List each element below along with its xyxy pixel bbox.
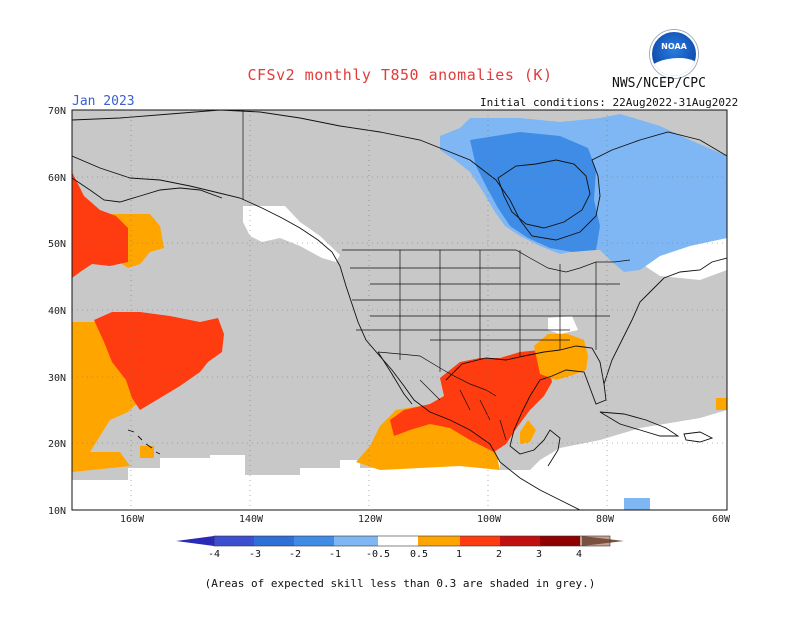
- white-region-bc: [243, 206, 340, 262]
- colorbar-segment: [378, 536, 418, 546]
- lat-label: 30N: [48, 373, 66, 384]
- lon-label: 60W: [712, 514, 731, 525]
- map-title: CFSv2 monthly T850 anomalies (K): [247, 66, 553, 84]
- noaa-logo: NOAA: [650, 30, 698, 78]
- colorbar-label: -3: [249, 549, 261, 560]
- org-label: NWS/NCEP/CPC: [612, 76, 706, 91]
- hudson-bay-outline: [497, 159, 591, 229]
- hispaniola-island: [683, 431, 714, 443]
- cuba-island: [599, 411, 680, 437]
- lat-label: 70N: [48, 106, 66, 117]
- white-region-gulf: [548, 316, 578, 334]
- us-east-coast: [603, 257, 727, 385]
- us-mexico-border: [377, 351, 497, 397]
- white-region-atlantic: [630, 238, 727, 280]
- colorbar-label: -0.5: [366, 549, 390, 560]
- colorbar-label: -4: [208, 549, 220, 560]
- colorbar-label: 1: [456, 549, 462, 560]
- lon-label: 100W: [477, 514, 502, 525]
- lat-label: 20N: [48, 439, 66, 450]
- initial-conditions: Initial conditions: 22Aug2022-31Aug2022: [480, 96, 739, 109]
- subtropical-pacific-red: [94, 312, 224, 410]
- north-american-west-coast: [72, 155, 581, 510]
- lon-axis: 160W 140W 120W 100W 80W 60W: [120, 514, 731, 525]
- political-borders: [242, 110, 631, 441]
- north-pacific-red: [72, 172, 128, 278]
- forecast-month: Jan 2023: [72, 94, 135, 109]
- colorbar-segment: [334, 536, 378, 546]
- canada-arctic-coast: [72, 110, 727, 241]
- gulf-of-mexico-coast: [445, 345, 607, 467]
- colorbar-label: 0.5: [410, 549, 428, 560]
- colorbar-left-arrow: [176, 536, 214, 546]
- logo-wave: [652, 58, 696, 76]
- grey-shading-footnote: (Areas of expected skill less than 0.3 a…: [204, 577, 596, 590]
- alaska-coast: [72, 177, 223, 203]
- lat-label: 40N: [48, 306, 66, 317]
- colorbar-label: -1: [329, 549, 341, 560]
- map-area: [72, 110, 727, 510]
- graticule: [72, 110, 727, 510]
- atlantic-small-orange: [716, 398, 727, 410]
- us-state-grid: [350, 250, 620, 372]
- lat-label: 50N: [48, 239, 66, 250]
- lon-label: 160W: [120, 514, 145, 525]
- colorbar-segment: [254, 536, 294, 546]
- lon-label: 140W: [239, 514, 264, 525]
- white-region-caribbean: [500, 410, 727, 510]
- pacific-small-orange: [140, 446, 154, 458]
- gulf-orange-region: [520, 420, 536, 444]
- hudson-bay-cold-region: [470, 132, 600, 252]
- southeast-us-orange-region: [534, 334, 588, 380]
- map-frame: [71, 109, 728, 511]
- colorbar-frame: [213, 535, 611, 547]
- colorbar-segment: [418, 536, 460, 546]
- colorbar: -4 -3 -2 -1 -0.5 0.5 1 2 3 4: [176, 535, 624, 560]
- logo-text: NOAA: [661, 42, 687, 51]
- lat-axis: 70N 60N 50N 40N 30N 20N 10N: [48, 106, 66, 517]
- lat-label: 60N: [48, 173, 66, 184]
- colorbar-label: 2: [496, 549, 502, 560]
- colorbar-segment: [540, 536, 580, 546]
- colorbar-right-arrow: [582, 536, 624, 546]
- coastlines: [72, 110, 727, 510]
- mexico-texas-red-region: [390, 350, 552, 452]
- colorbar-label: 3: [536, 549, 542, 560]
- colorbar-segment: [500, 536, 540, 546]
- colorbar-segment: [460, 536, 500, 546]
- lat-label: 10N: [48, 506, 66, 517]
- mexico-state-borders: [419, 379, 507, 441]
- colorbar-label: -2: [289, 549, 301, 560]
- colorbar-label: 4: [576, 549, 582, 560]
- lon-label: 80W: [596, 514, 615, 525]
- lon-label: 120W: [358, 514, 383, 525]
- colorbar-segment: [214, 536, 254, 546]
- baja-california: [377, 351, 413, 405]
- colorbar-segment: [294, 536, 334, 546]
- small-cold-patch: [624, 498, 650, 510]
